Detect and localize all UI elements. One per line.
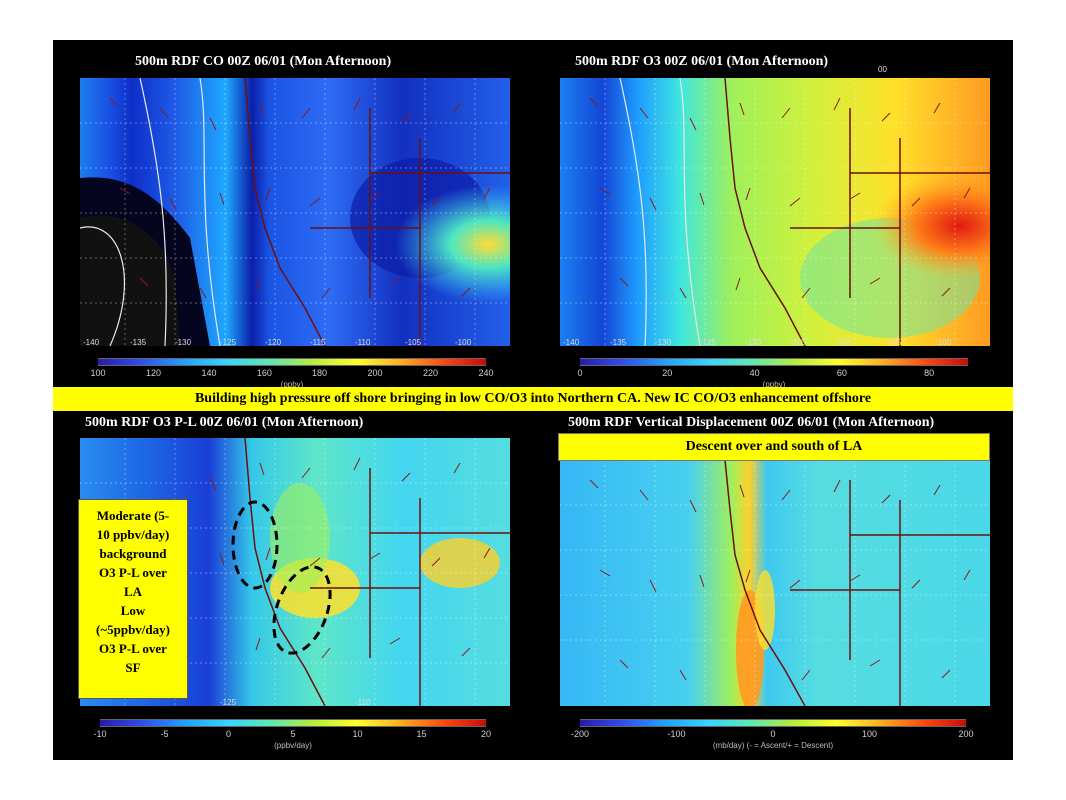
colorbar-ticks: 0 20 40 60 80 (ppbv) <box>577 366 968 389</box>
map-co <box>80 78 510 346</box>
colorbar-co: 100 120 140 160 180 200 220 240 (ppbv) <box>90 358 494 389</box>
note-line: Moderate (5- <box>96 508 170 523</box>
panel-title-vertical-displacement: 500m RDF Vertical Displacement 00Z 06/01… <box>568 415 935 430</box>
lon-label: -135 <box>610 338 627 347</box>
cbar-tick: 220 <box>423 368 439 378</box>
cbar-tick: 15 <box>416 729 427 739</box>
cbar-tick: 200 <box>958 729 974 739</box>
colorbar-unit: (mb/day) (- = Ascent/+ = Descent) <box>712 741 834 750</box>
cbar-tick: 160 <box>256 368 272 378</box>
note-line: SF <box>125 660 141 675</box>
note-line: O3 P-L over <box>99 565 167 580</box>
map-vertical-displacement <box>560 460 990 706</box>
cbar-tick: 120 <box>145 368 161 378</box>
cbar-tick: 100 <box>90 368 106 378</box>
colorbar-unit: (ppbv) <box>280 380 304 389</box>
cbar-tick: 180 <box>312 368 328 378</box>
lon-label: -105 <box>405 338 422 347</box>
cbar-tick: -5 <box>160 729 169 739</box>
colorbar-unit: (ppbv/day) <box>274 741 312 750</box>
stray-label: 00 <box>878 65 887 74</box>
lon-label: -110 <box>355 698 371 707</box>
colorbar-unit: (ppbv) <box>762 380 786 389</box>
cbar-tick: 80 <box>924 368 935 378</box>
lon-label: -100 <box>455 338 472 347</box>
cbar-tick: 0 <box>577 368 583 378</box>
colorbar-o3-pl: -10 -5 0 5 10 15 20 (ppbv/day) <box>93 719 491 750</box>
lon-label: -125 <box>700 338 717 347</box>
colorbar-ticks: 100 120 140 160 180 200 220 240 (ppbv) <box>90 366 493 389</box>
panel-title-co: 500m RDF CO 00Z 06/01 (Mon Afternoon) <box>135 54 392 69</box>
banner: Building high pressure off shore bringin… <box>53 387 1013 411</box>
cbar-tick: 200 <box>367 368 383 378</box>
lon-label: -100 <box>935 338 952 347</box>
cbar-tick: 20 <box>480 729 492 739</box>
slide: 500m RDF CO 00Z 06/01 (Mon Afternoon) 50… <box>53 40 1013 760</box>
lon-label: -110 <box>355 338 371 347</box>
lon-label: -125 <box>220 698 237 707</box>
note-line: 10 ppbv/day) <box>96 527 170 542</box>
lon-label: -140 <box>563 338 580 347</box>
lon-label: -120 <box>265 338 282 347</box>
cbar-tick: 5 <box>290 729 296 739</box>
colorbar-gradient <box>580 719 966 727</box>
colorbar-ticks: -10 -5 0 5 10 15 20 (ppbv/day) <box>93 727 491 750</box>
note-descent: Descent over and south of LA <box>558 433 990 461</box>
lon-label: -130 <box>175 338 192 347</box>
lon-label: -140 <box>83 338 100 347</box>
map-o3 <box>560 78 990 346</box>
lon-label: -115 <box>790 338 806 347</box>
note-moderate-background: Moderate (5- 10 ppbv/day) background O3 … <box>78 499 188 699</box>
lon-label: -130 <box>655 338 672 347</box>
cbar-tick: 140 <box>201 368 217 378</box>
panel-title-o3: 500m RDF O3 00Z 06/01 (Mon Afternoon) <box>575 54 829 69</box>
cbar-tick: -200 <box>570 729 590 739</box>
cbar-tick: 20 <box>662 368 673 378</box>
cbar-tick: 0 <box>226 729 232 739</box>
cbar-tick: 10 <box>352 729 363 739</box>
note-line: background <box>99 546 167 561</box>
cbar-tick: 40 <box>749 368 760 378</box>
colorbar-vertical-displacement: -200 -100 0 100 200 (mb/day) (- = Ascent… <box>571 719 974 750</box>
cbar-tick: -10 <box>93 729 107 739</box>
cbar-tick: -100 <box>667 729 686 739</box>
lon-label: -135 <box>130 338 147 347</box>
note-line: LA <box>123 584 143 599</box>
colorbar-o3: 0 20 40 60 80 (ppbv) <box>577 358 968 389</box>
lon-label: -105 <box>885 338 902 347</box>
lon-label: -125 <box>220 338 237 347</box>
note-line: Low <box>120 603 146 618</box>
colorbar-gradient <box>100 719 486 727</box>
colorbar-gradient <box>98 358 486 366</box>
cbar-tick: 240 <box>478 368 494 378</box>
panel-title-o3-pl: 500m RDF O3 P-L 00Z 06/01 (Mon Afternoon… <box>85 415 364 430</box>
note-line: (~5ppbv/day) <box>96 622 170 637</box>
lon-label: -115 <box>310 338 326 347</box>
colorbar-ticks: -200 -100 0 100 200 (mb/day) (- = Ascent… <box>571 727 974 750</box>
note-line: O3 P-L over <box>99 641 167 656</box>
cbar-tick: 0 <box>770 729 776 739</box>
lon-label: -120 <box>745 338 762 347</box>
colorbar-gradient <box>580 358 968 366</box>
cbar-tick: 60 <box>836 368 847 378</box>
lon-label: -110 <box>835 338 851 347</box>
cbar-tick: 100 <box>861 729 878 739</box>
